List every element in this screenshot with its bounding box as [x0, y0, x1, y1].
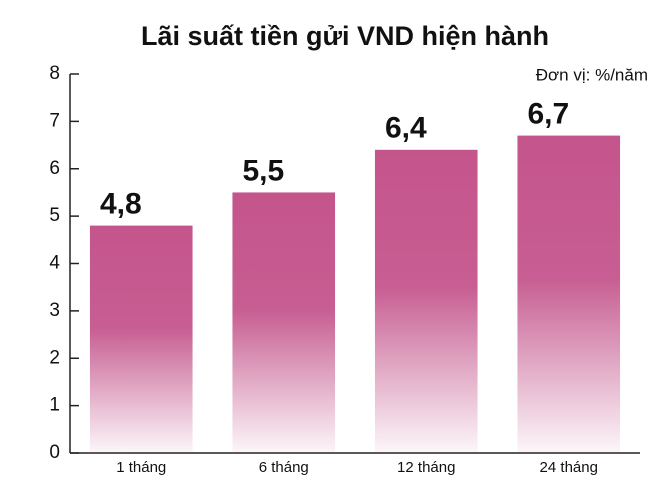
bar [374, 149, 478, 454]
y-tick-label: 5 [49, 205, 60, 226]
bar [517, 135, 621, 453]
chart-title: Lãi suất tiền gửi VND hiện hành [141, 21, 549, 51]
value-label: 5,5 [242, 154, 284, 187]
y-tick-label: 4 [49, 253, 60, 274]
y-tick-label: 7 [49, 110, 60, 131]
value-label: 6,4 [385, 112, 427, 145]
bar [232, 192, 336, 453]
bar [89, 225, 193, 453]
x-tick-label: 24 tháng [540, 459, 598, 476]
value-label: 6,7 [527, 98, 569, 131]
y-tick-label: 1 [49, 395, 60, 416]
x-tick-label: 6 tháng [259, 459, 309, 476]
value-label: 4,8 [100, 188, 142, 221]
unit-annotation: Đơn vị: %/năm [536, 65, 648, 84]
y-tick-label: 2 [49, 347, 60, 368]
y-tick-label: 8 [49, 63, 60, 84]
y-tick-label: 3 [49, 300, 60, 321]
y-tick-label: 6 [49, 158, 60, 179]
x-tick-label: 12 tháng [397, 459, 455, 476]
x-tick-label: 1 tháng [116, 459, 166, 476]
y-tick-label: 0 [49, 442, 60, 463]
